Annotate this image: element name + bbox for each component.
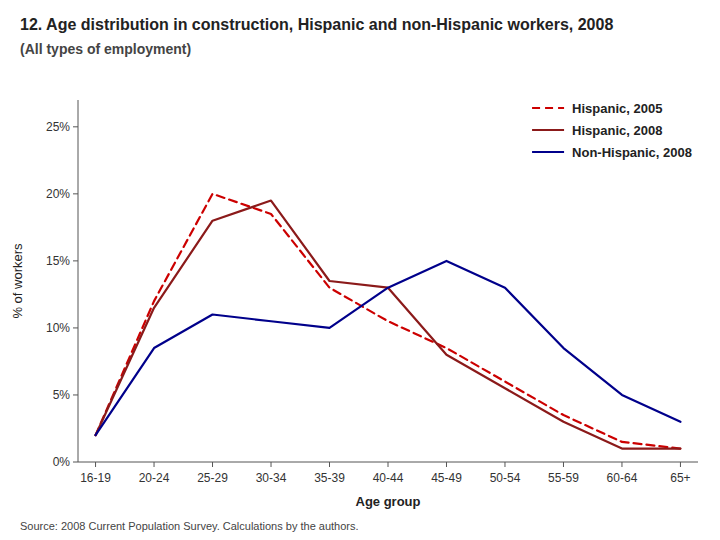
y-axis-line [78,100,79,462]
x-tick [504,462,505,467]
x-axis-label: Age group [356,494,421,509]
y-tick-label: 15% [46,254,70,268]
subtitle: (All types of employment) [20,41,191,57]
x-tick-label: 55-59 [548,471,579,485]
y-tick-label: 10% [46,321,70,335]
legend-swatch [532,129,564,131]
x-tick-label: 60-64 [607,471,638,485]
series-line [96,261,681,435]
legend-label: Non-Hispanic, 2008 [572,145,692,160]
x-tick-label: 65+ [670,471,690,485]
annotation: Source: 2008 Current Population Survey. … [20,520,359,532]
y-tick [73,462,78,463]
x-tick-label: 30-34 [256,471,287,485]
x-tick [621,462,622,467]
y-tick-label: 20% [46,187,70,201]
legend-label: Hispanic, 2005 [572,101,662,116]
lines [96,194,681,449]
x-tick-label: 35-39 [314,471,345,485]
y-tick-label: 0% [53,455,71,469]
x-tick-label: 45-49 [431,471,462,485]
series-line [96,194,681,449]
x-tick-label: 16-19 [80,471,111,485]
y-tick [73,327,78,328]
title: 12. Age distribution in construction, Hi… [20,16,613,33]
legend: Hispanic, 2005 Hispanic, 2008 Non-Hispanic… [532,101,692,160]
x-tick-label: 40-44 [373,471,404,485]
x-tick-label: 25-29 [197,471,228,485]
y-tick [73,193,78,194]
y-tick [73,260,78,261]
legend-label: Hispanic, 2008 [572,123,662,138]
y-tick-label: 25% [46,120,70,134]
series-line [96,201,681,449]
x-tick [95,462,96,467]
y-tick-label: 5% [53,388,71,402]
y-axis-label: % of workers [10,243,25,319]
chart: 12. Age distribution in construction, Hi… [0,0,720,540]
legend-swatch [532,151,564,153]
x-tick [212,462,213,467]
x-tick [154,462,155,467]
x-tick [329,462,330,467]
axes: 0% 5% 10% 15% 20% 25% 16-19 20-24 25-29 30-34 35-3… [46,100,698,485]
x-tick [446,462,447,467]
x-tick [680,462,681,467]
x-tick [271,462,272,467]
legend-swatch [532,107,564,109]
x-tick-label: 20-24 [139,471,170,485]
x-tick-label: 50-54 [490,471,521,485]
x-tick [388,462,389,467]
x-tick [563,462,564,467]
y-tick [73,126,78,127]
y-tick [73,394,78,395]
